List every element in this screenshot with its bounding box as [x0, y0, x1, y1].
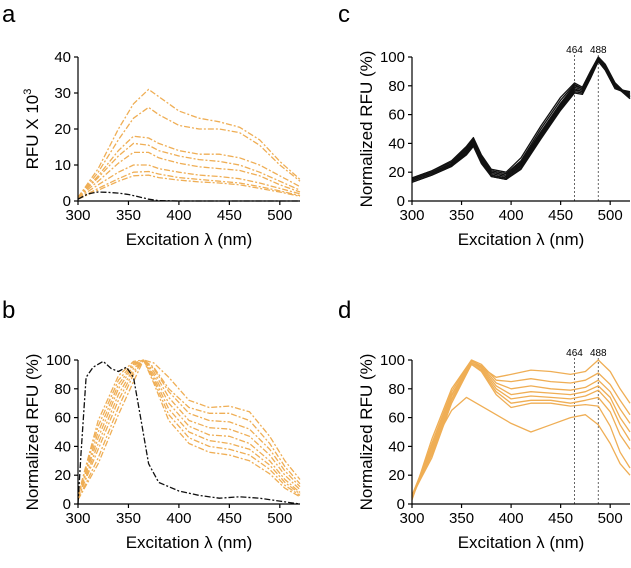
series-line-orange-6: [411, 363, 631, 498]
y-tick-label: 20: [388, 467, 405, 484]
x-tick-label: 500: [267, 510, 292, 527]
x-tick-label: 350: [116, 207, 141, 224]
chart-panel-b: 300 350 400 450 500 0 20 40 60 80 100 Excitation λ …: [23, 352, 301, 552]
x-tick-label: 350: [449, 207, 474, 224]
series-line-orange-1: [77, 88, 301, 198]
series-line-orange-4: [77, 142, 301, 198]
series-line-orange-3: [77, 359, 301, 499]
x-tick-label: 500: [598, 510, 623, 527]
annotation-label-464: 464: [566, 45, 583, 56]
series-line-orange-4: [411, 362, 631, 499]
annotation-label-464: 464: [566, 348, 583, 359]
y-tick-label: 40: [388, 438, 405, 455]
series-line-black-3: [411, 57, 631, 181]
series-line-orange-2: [411, 359, 631, 500]
x-tick-label: 450: [548, 207, 573, 224]
panel-letter-d: d: [338, 297, 351, 324]
y-tick-label: 0: [397, 496, 405, 513]
y-axis-label: Normalized RFU (%): [357, 354, 376, 511]
x-tick-label: 450: [217, 207, 242, 224]
x-tick-label: 450: [217, 510, 242, 527]
y-tick-label: 80: [388, 381, 405, 398]
x-tick-label: 300: [399, 510, 424, 527]
x-tick-label: 350: [449, 510, 474, 527]
series-line-orange-5: [411, 362, 631, 498]
x-tick-label: 300: [399, 207, 424, 224]
x-axis-label: Excitation λ (nm): [458, 533, 585, 552]
y-tick-label: 40: [54, 49, 71, 66]
series-line-orange-4: [77, 359, 301, 499]
y-tick-label: 40: [388, 135, 405, 152]
series-line-orange-5: [77, 151, 301, 198]
series-line-orange-7: [77, 170, 301, 200]
x-tick-label: 400: [166, 207, 191, 224]
y-axis-label: Normalized RFU (%): [357, 51, 376, 208]
annotation-label-488: 488: [590, 348, 607, 359]
series-line-orange-6: [77, 359, 301, 497]
y-tick-label: 100: [46, 352, 71, 369]
y-axis-label: RFU X 103: [22, 89, 42, 170]
series-line-black-8: [411, 60, 631, 183]
series-line-orange-2: [77, 359, 301, 500]
series-line-orange-7: [411, 363, 631, 496]
y-tick-label: 60: [388, 410, 405, 427]
panel-letter-b: b: [2, 297, 15, 324]
series-line-orange-3: [77, 135, 301, 198]
series-line-orange-6: [77, 164, 301, 199]
y-tick-label: 100: [380, 49, 405, 66]
y-tick-label: 20: [388, 164, 405, 181]
series-line-orange-5: [77, 359, 301, 498]
chart-panel-a: 300 350 400 450 500 0 10 20 30 40 Excitation λ (nm…: [22, 49, 301, 249]
x-axis-label: Excitation λ (nm): [458, 230, 585, 249]
y-axis-label: Normalized RFU (%): [23, 354, 42, 511]
x-tick-label: 300: [65, 510, 90, 527]
x-tick-label: 400: [499, 510, 524, 527]
y-tick-label: 60: [388, 107, 405, 124]
chart-panel-c: 464 488 300 350 400 450 500 0 20 40 60 80 100 Excitat…: [357, 45, 631, 249]
series-line-black-4: [411, 57, 631, 181]
series-line-orange-8: [411, 396, 631, 496]
y-tick-label: 20: [54, 467, 71, 484]
y-axis-label-text: Normalized RFU (%): [357, 51, 376, 208]
series-line-orange-7: [77, 359, 301, 496]
y-tick-label: 100: [380, 352, 405, 369]
x-tick-label: 400: [166, 510, 191, 527]
y-tick-label: 30: [54, 85, 71, 102]
x-tick-label: 400: [499, 207, 524, 224]
y-tick-label: 0: [63, 496, 71, 513]
panel-letter-a: a: [2, 1, 16, 28]
y-tick-label: 60: [54, 410, 71, 427]
chart-panel-d: 464 488 300 350 400 450 500 0 20 40 60 80 100 Excitat…: [357, 348, 631, 552]
x-axis-label: Excitation λ (nm): [126, 533, 253, 552]
x-tick-label: 500: [598, 207, 623, 224]
series-line-orange-8: [77, 359, 301, 498]
x-axis-label: Excitation λ (nm): [126, 230, 253, 249]
series-line-orange-1: [411, 359, 631, 500]
y-axis-label-text: Normalized RFU (%): [357, 354, 376, 511]
series-line-orange-1: [77, 359, 301, 501]
y-tick-label: 0: [63, 193, 71, 210]
panel-letter-c: c: [338, 1, 350, 28]
y-axis-label-text: Normalized RFU (%): [23, 354, 42, 511]
series-line-orange-8: [77, 174, 301, 200]
y-tick-label: 20: [54, 121, 71, 138]
series-line-black: [77, 360, 301, 505]
x-tick-label: 350: [116, 510, 141, 527]
y-tick-label: 40: [54, 438, 71, 455]
x-tick-label: 450: [548, 510, 573, 527]
y-axis-label-superscript: 3: [22, 89, 34, 95]
series-line-black-1: [411, 56, 631, 179]
y-tick-label: 80: [54, 381, 71, 398]
y-axis-label-text: RFU X 10: [23, 95, 42, 170]
x-tick-label: 300: [65, 207, 90, 224]
y-tick-label: 10: [54, 157, 71, 174]
annotation-label-488: 488: [590, 45, 607, 56]
y-tick-label: 0: [397, 193, 405, 210]
series-line-black-2: [411, 57, 631, 179]
y-tick-label: 80: [388, 78, 405, 95]
x-tick-label: 500: [267, 207, 292, 224]
series-line-orange-3: [411, 360, 631, 499]
series-line-black: [77, 191, 300, 202]
